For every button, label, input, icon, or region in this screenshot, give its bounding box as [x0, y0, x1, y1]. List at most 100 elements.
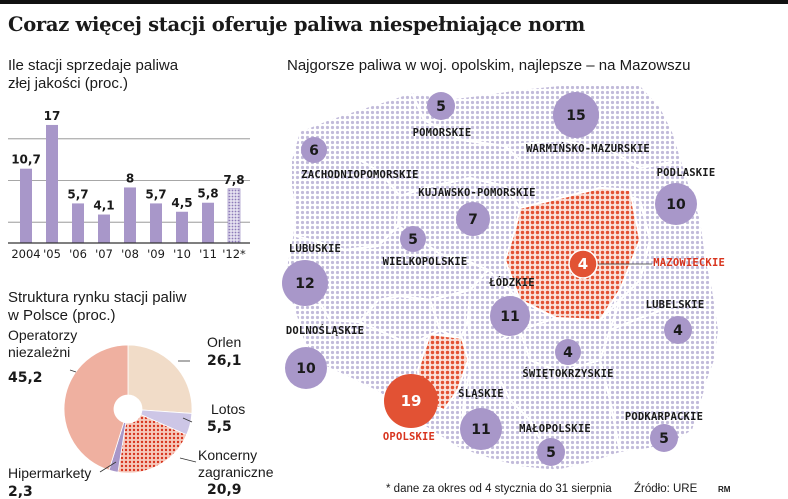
donut-leader: [69, 369, 77, 373]
bar-category-label: '10: [173, 247, 191, 261]
bubble-lubuskie: [282, 260, 328, 306]
region-value: 5: [659, 431, 669, 447]
bar-value-label: 7,8: [223, 173, 244, 187]
donut-slice-label: Orlen: [207, 334, 241, 350]
region-label: ŚLĄSKIE: [458, 387, 504, 400]
region-border: [399, 176, 521, 209]
bar-'08: [124, 187, 136, 243]
region-label: WARMIŃSKO-MAZURSKIE: [526, 142, 650, 155]
bar-value-label: 5,7: [67, 187, 88, 201]
region-border: [428, 299, 470, 342]
region-border: [498, 340, 557, 471]
region-label: OPOLSKIE: [383, 431, 435, 443]
bar-value-label: 8: [126, 171, 134, 185]
donut-slice-value: 26,1: [207, 353, 242, 369]
bar-chart-title-line1: Ile stacji sprzedaje paliwa: [8, 57, 179, 74]
region-border: [598, 359, 622, 453]
footnote: * dane za okres od 4 stycznia do 31 sier…: [386, 483, 612, 495]
region-label: KUJAWSKO-POMORSKIE: [418, 187, 535, 199]
region-border: [599, 186, 652, 331]
donut-slice-label: Lotos: [211, 401, 245, 417]
page-title: Coraz więcej stacji oferuje paliwa niesp…: [8, 13, 585, 36]
region-label: ZACHODNIOPOMORSKIE: [301, 169, 418, 181]
donut-slice-label: niezależni: [8, 344, 70, 360]
bar-'05: [46, 124, 58, 243]
donut-slice-value: 2,3: [8, 484, 33, 499]
bubble-pomorskie: [427, 92, 455, 120]
region-label: ŚWIĘTOKRZYSKIE: [522, 367, 613, 380]
bubble-małopolskie: [537, 438, 565, 466]
region-label: MAŁOPOLSKIE: [519, 423, 591, 435]
region-border: [410, 92, 522, 208]
bubble-warmińsko-mazurskie: [553, 92, 599, 138]
bubble-wielkopolskie: [400, 226, 426, 252]
region-label: MAZOWIECKIE: [653, 257, 725, 269]
region-value: 4: [673, 323, 683, 339]
bar-category-label: '12*: [222, 247, 246, 261]
region-value: 5: [546, 445, 556, 461]
region-border: [295, 159, 402, 252]
poland-outline: [287, 86, 718, 470]
donut-slice-label: Operatorzy: [8, 327, 77, 343]
bubble-dolnośląskie: [285, 347, 327, 389]
bar-category-label: '07: [95, 247, 113, 261]
donut-leader: [99, 461, 117, 473]
region-label: DOLNOŚLĄSKIE: [286, 324, 364, 337]
bar-2004: [20, 168, 32, 243]
bubble-podlaskie: [655, 183, 697, 225]
bar-category-label: '05: [43, 247, 61, 261]
top-rule: [0, 0, 788, 4]
pie-chart-title-line1: Struktura rynku stacji paliw: [8, 289, 187, 306]
bar-category-label: '08: [121, 247, 139, 261]
pie-chart-title-line2: w Polsce (proc.): [8, 307, 116, 324]
region-label: ŁÓDZKIE: [488, 276, 535, 289]
donut-slice: [63, 344, 129, 471]
donut-leader: [182, 417, 193, 423]
donut-slice: [127, 344, 193, 414]
region-value: 7: [468, 212, 478, 228]
bar-value-label: 5,7: [145, 187, 166, 201]
donut-slice-label: Hipermarkety: [8, 465, 91, 481]
donut-slice-label: Koncerny: [198, 447, 257, 463]
bubble-kujawsko-pomorskie: [456, 202, 490, 236]
region-value: 11: [500, 309, 519, 325]
region-value: 10: [296, 361, 316, 377]
pie-chart-title: Struktura rynku stacji paliw w Polsce (p…: [8, 289, 186, 325]
region-value: 4: [563, 345, 573, 361]
bar-category-label: '11: [199, 247, 217, 261]
bubble-świętokrzyskie: [555, 339, 581, 365]
bubble-mazowieckie: [568, 249, 598, 279]
region-value: 5: [408, 232, 418, 248]
region-value: 10: [666, 197, 686, 213]
bubble-łódzkie: [490, 296, 530, 336]
author-signature: RM: [718, 485, 731, 494]
bar-'11: [202, 202, 214, 243]
bar-'09: [150, 203, 162, 243]
bubble-podkarpackie: [650, 424, 678, 452]
bar-value-label: 4,1: [93, 199, 114, 213]
donut-slice-label: zagraniczne: [198, 464, 274, 480]
bar-value-label: 10,7: [11, 153, 41, 167]
bar-value-label: 17: [44, 109, 61, 123]
bar-chart-title: Ile stacji sprzedaje paliwa złej jakości…: [8, 57, 178, 93]
donut-slice-value: 5,5: [207, 419, 232, 435]
bubble-zachodniopomorskie: [301, 137, 327, 163]
bar-'07: [98, 214, 110, 243]
region-value: 4: [578, 255, 588, 273]
donut-slice: [117, 414, 188, 474]
region-label: POMORSKIE: [413, 127, 472, 139]
bar-value-label: 4,5: [171, 196, 192, 210]
region-label: PODKARPACKIE: [625, 411, 703, 423]
bar-category-label: '09: [147, 247, 165, 261]
region-label: LUBELSKIE: [646, 299, 705, 311]
bubble-śląskie: [460, 408, 502, 450]
region-value: 19: [401, 392, 422, 410]
map-title: Najgorsze paliwa w woj. opolskim, najlep…: [287, 57, 691, 74]
region-value: 12: [295, 276, 314, 292]
region-border: [359, 269, 489, 323]
donut-slice-value: 20,9: [207, 482, 242, 498]
donut-slice-value: 45,2: [8, 370, 43, 386]
bubble-lubelskie: [664, 316, 692, 344]
